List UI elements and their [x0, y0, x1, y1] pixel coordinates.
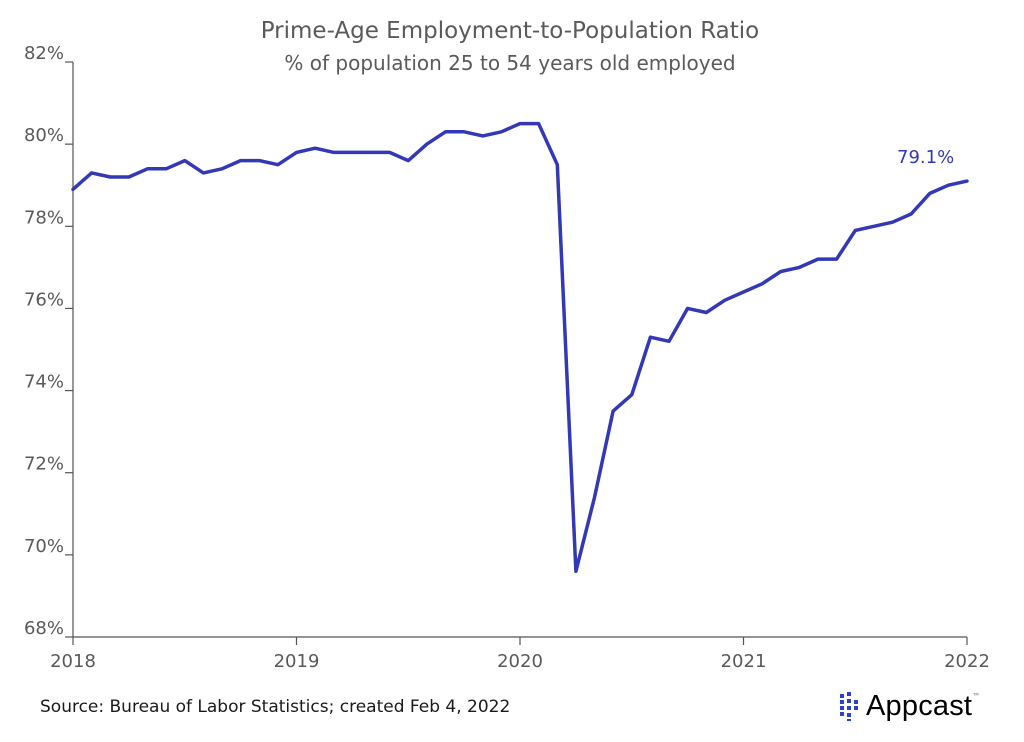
- x-tick-label: 2019: [274, 651, 320, 672]
- x-tick-label: 2020: [497, 651, 543, 672]
- chart-subtitle: % of population 25 to 54 years old emplo…: [284, 51, 735, 75]
- y-tick-label: 74%: [24, 372, 64, 393]
- chart-title: Prime-Age Employment-to-Population Ratio: [261, 18, 760, 44]
- series-line: [71, 121, 969, 574]
- y-tick-label: 68%: [24, 618, 64, 639]
- y-tick-label: 72%: [24, 454, 64, 475]
- appcast-logo-icon: [840, 692, 858, 721]
- y-tick-label: 70%: [24, 536, 64, 557]
- y-tick-label: 76%: [24, 289, 64, 310]
- x-tick-label: 2021: [721, 651, 767, 672]
- y-tick-label: 78%: [24, 207, 64, 228]
- y-tick-label: 82%: [24, 43, 64, 64]
- y-tick-label: 80%: [24, 125, 64, 146]
- appcast-logo: Appcast ™: [838, 688, 980, 724]
- x-tick-label: 2022: [944, 651, 990, 672]
- x-tick-label: 2018: [50, 651, 96, 672]
- end-value-label: 79.1%: [897, 147, 954, 168]
- appcast-logo-text: Appcast: [866, 689, 973, 722]
- source-note: Source: Bureau of Labor Statistics; crea…: [40, 697, 511, 717]
- trademark: ™: [972, 692, 981, 701]
